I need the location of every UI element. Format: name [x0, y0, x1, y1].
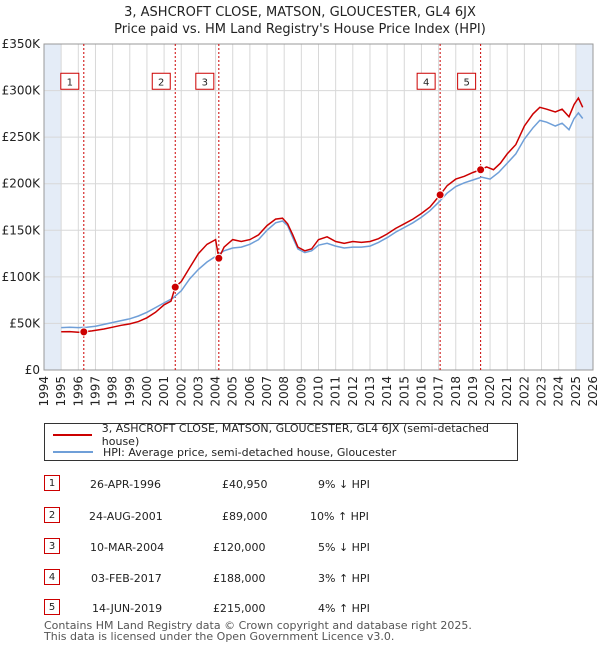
y-tick-label: £250K — [2, 130, 42, 144]
x-tick-label: 2001 — [157, 376, 171, 407]
x-tick-label: 2005 — [226, 376, 240, 407]
sale-number: 3 — [44, 538, 60, 554]
x-tick-label: 1994 — [37, 376, 51, 407]
sale-marker-box — [60, 72, 80, 90]
x-tick-label: 2018 — [449, 376, 463, 407]
x-tick-label: 2007 — [260, 376, 274, 407]
x-tick-label: 2024 — [552, 376, 566, 407]
sale-point — [435, 190, 445, 200]
x-tick-label: 2010 — [312, 376, 326, 407]
x-tick-label: 2002 — [174, 376, 188, 407]
sale-marker-label: 2 — [158, 77, 164, 88]
x-tick-label: 2014 — [380, 376, 394, 407]
x-tick-label: 2000 — [140, 376, 154, 407]
x-tick-label: 2003 — [191, 376, 205, 407]
sale-point — [79, 327, 89, 337]
sale-row: 3 10-MAR-2004 £120,000 5% ↓ HPI — [0, 538, 600, 558]
sale-marker-box — [151, 72, 171, 90]
sale-marker-box — [457, 72, 477, 90]
y-tick-label: £350K — [2, 37, 42, 51]
sale-date: 10-MAR-2004 — [90, 541, 165, 554]
x-tick-label: 2023 — [535, 376, 549, 407]
sale-price: £120,000 — [213, 541, 266, 554]
sale-number: 1 — [44, 475, 60, 491]
x-tick-label: 1995 — [54, 376, 68, 407]
sale-row: 5 14-JUN-2019 £215,000 4% ↑ HPI — [0, 599, 600, 619]
sale-point — [170, 282, 180, 292]
x-tick-label: 1997 — [88, 376, 102, 407]
x-tick-label: 2017 — [432, 376, 446, 407]
x-tick-label: 1996 — [71, 376, 85, 407]
forecast-shade — [575, 44, 593, 370]
plot-border — [43, 43, 594, 371]
legend-item-hpi: HPI: Average price, semi-detached house,… — [53, 444, 396, 460]
x-tick-label: 2020 — [483, 376, 497, 407]
legend: 3, ASHCROFT CLOSE, MATSON, GLOUCESTER, G… — [44, 422, 518, 461]
sale-point — [214, 253, 224, 263]
x-tick-label: 2012 — [346, 376, 360, 407]
price-chart: 1 2 3 4 5 £0 £50K £100K £150K £200K £250K £300K £350… — [2, 37, 600, 407]
pre-data-shade — [44, 44, 62, 370]
sale-hpi-delta: 3% ↑ HPI — [318, 572, 370, 585]
sale-point — [476, 165, 486, 175]
sale-row: 1 26-APR-1996 £40,950 9% ↓ HPI — [0, 475, 600, 495]
x-tick-label: 2004 — [209, 376, 223, 407]
x-tick-label: 2015 — [397, 376, 411, 407]
y-tick-label: £0 — [25, 363, 40, 377]
series-line-hpi — [61, 111, 584, 329]
legend-item-sale: 3, ASHCROFT CLOSE, MATSON, GLOUCESTER, G… — [53, 422, 517, 448]
sale-hpi-delta: 5% ↓ HPI — [318, 541, 370, 554]
legend-label-hpi: HPI: Average price, semi-detached house,… — [103, 445, 397, 459]
x-tick-label: 2025 — [569, 376, 583, 407]
y-tick-label: £100K — [2, 270, 42, 284]
chart-title: 3, ASHCROFT CLOSE, MATSON, GLOUCESTER, G… — [124, 5, 476, 20]
y-tick-label: £150K — [2, 223, 42, 237]
sale-row: 4 03-FEB-2017 £188,000 3% ↑ HPI — [0, 569, 600, 589]
series-line-sale — [61, 96, 584, 334]
chart-subtitle: Price paid vs. HM Land Registry's House … — [114, 22, 486, 37]
legend-swatch-sale — [53, 434, 92, 436]
y-tick-label: £50K — [9, 316, 41, 330]
sale-number: 2 — [44, 507, 60, 523]
x-tick-label: 1998 — [106, 376, 120, 407]
sale-date: 26-APR-1996 — [90, 478, 162, 491]
sale-price: £40,950 — [222, 478, 268, 491]
x-tick-label: 2013 — [363, 376, 377, 407]
sale-hpi-delta: 9% ↓ HPI — [318, 478, 370, 491]
y-tick-label: £300K — [2, 84, 42, 98]
x-tick-label: 2021 — [500, 376, 514, 407]
x-tick-label: 2022 — [517, 376, 531, 407]
x-tick-label: 2009 — [294, 376, 308, 407]
y-tick-label: £200K — [2, 177, 42, 191]
sale-hpi-delta: 10% ↑ HPI — [310, 510, 369, 523]
sale-marker-box — [416, 72, 436, 90]
sale-price: £89,000 — [222, 510, 268, 523]
sale-date: 14-JUN-2019 — [92, 602, 163, 615]
legend-swatch-hpi — [53, 451, 93, 453]
x-tick-label: 2011 — [329, 376, 343, 407]
sale-marker-label: 5 — [463, 77, 469, 88]
sale-marker-box — [195, 72, 215, 90]
x-tick-label: 2016 — [414, 376, 428, 407]
sale-number: 5 — [44, 599, 60, 615]
sale-row: 2 24-AUG-2001 £89,000 10% ↑ HPI — [0, 507, 600, 527]
footer: Contains HM Land Registry data © Crown c… — [44, 620, 472, 642]
sale-price: £188,000 — [213, 572, 266, 585]
sale-price: £215,000 — [213, 602, 266, 615]
sale-marker-label: 3 — [202, 77, 208, 88]
sale-marker-label: 4 — [423, 77, 429, 88]
footer-copyright: Contains HM Land Registry data © Crown c… — [44, 619, 472, 632]
sale-date: 24-AUG-2001 — [89, 510, 163, 523]
footer-licence: This data is licensed under the Open Gov… — [44, 630, 395, 643]
x-tick-label: 2026 — [586, 376, 600, 407]
x-tick-label: 2019 — [466, 376, 480, 407]
legend-label-sale: 3, ASHCROFT CLOSE, MATSON, GLOUCESTER, G… — [101, 422, 490, 448]
sale-number: 4 — [44, 569, 60, 585]
x-tick-label: 2008 — [277, 376, 291, 407]
sale-hpi-delta: 4% ↑ HPI — [318, 602, 370, 615]
sale-date: 03-FEB-2017 — [91, 572, 162, 585]
x-tick-label: 2006 — [243, 376, 257, 407]
sale-marker-label: 1 — [67, 77, 73, 88]
x-tick-label: 1999 — [123, 376, 137, 407]
